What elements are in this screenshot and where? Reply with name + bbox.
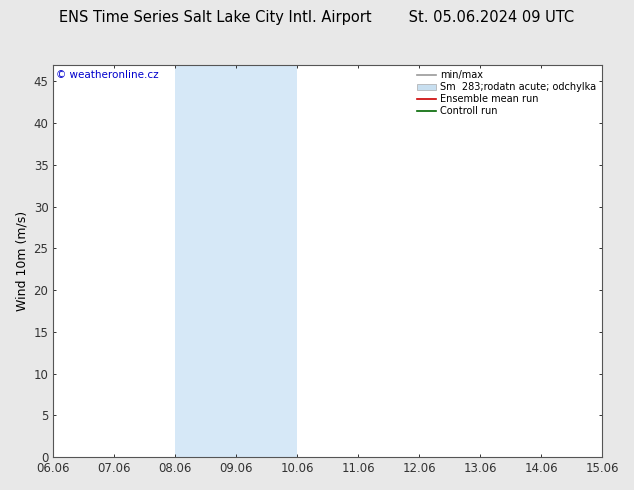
Text: © weatheronline.cz: © weatheronline.cz xyxy=(56,71,158,80)
Legend: min/max, Sm  283;rodatn acute; odchylka, Ensemble mean run, Controll run: min/max, Sm 283;rodatn acute; odchylka, … xyxy=(414,68,599,119)
Bar xyxy=(602,65,630,457)
Text: ENS Time Series Salt Lake City Intl. Airport        St. 05.06.2024 09 UTC: ENS Time Series Salt Lake City Intl. Air… xyxy=(60,10,574,25)
Bar xyxy=(175,65,209,457)
Bar xyxy=(209,65,297,457)
Y-axis label: Wind 10m (m/s): Wind 10m (m/s) xyxy=(15,211,28,311)
